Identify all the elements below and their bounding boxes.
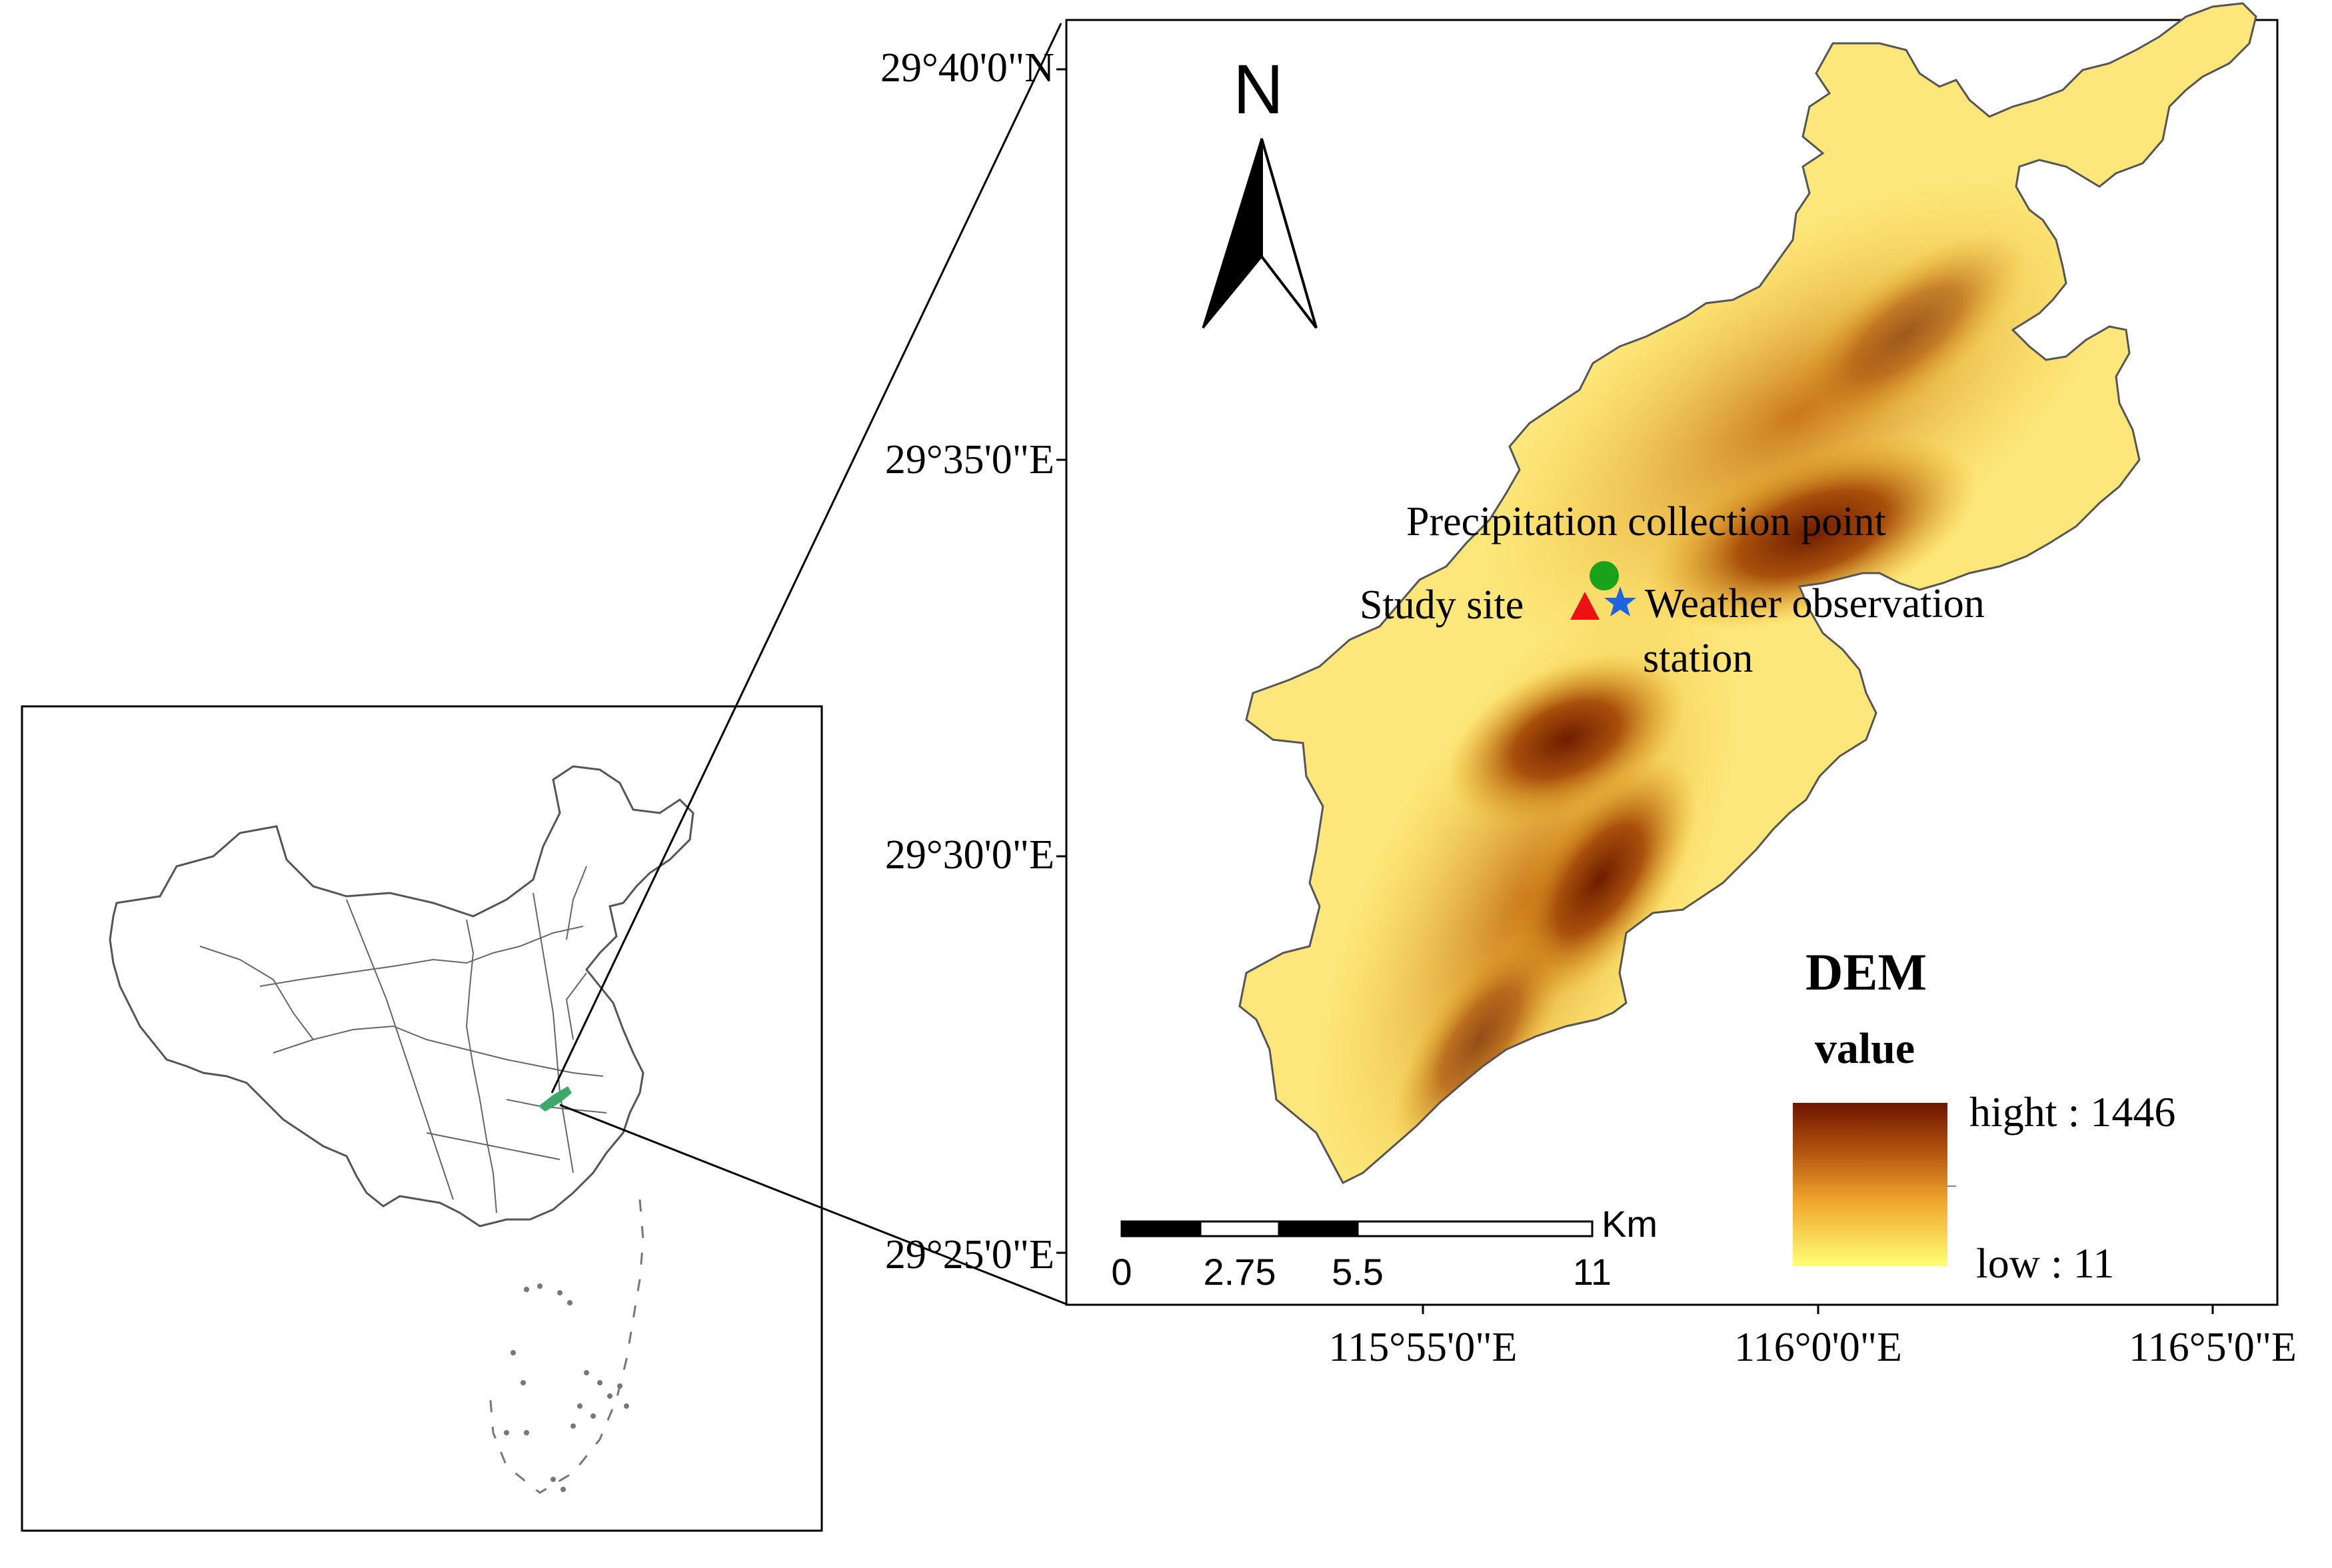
lat-label-3: 29°30'0"E (885, 832, 1054, 878)
precipitation-point-marker (1590, 561, 1619, 590)
point-labels: Precipitation collection point Study sit… (1360, 499, 1985, 681)
connector-lines (551, 23, 1067, 1305)
inset-study-area-marker (539, 1086, 572, 1112)
lon-label-2: 116°0'0"E (1734, 1325, 1902, 1370)
legend-title: DEM (1805, 943, 1927, 1001)
north-arrow: N (1202, 51, 1318, 329)
weather-station-label-1: Weather observation (1645, 581, 1985, 626)
weather-station-label-2: station (1643, 636, 1753, 681)
inset-country-outline (109, 765, 694, 1227)
study-site-label: Study site (1360, 582, 1524, 628)
point-markers (1570, 561, 1636, 620)
scale-bar: 0 2.75 5.5 11 Km (1111, 1203, 1658, 1293)
inset-south-sea-islands (504, 1283, 629, 1492)
lat-label-1: 29°40'0"N (880, 45, 1054, 91)
dem-legend: DEM value hight : 1446 low : 11 (1793, 943, 2175, 1287)
lat-label-2: 29°35'0"E (885, 437, 1054, 482)
north-arrow-right-half (1260, 138, 1318, 329)
inset-dash-line (489, 1199, 644, 1494)
scale-tick-0: 0 (1111, 1251, 1132, 1293)
inset-province-borders (199, 866, 607, 1213)
lat-label-4: 29°25'0"E (885, 1232, 1054, 1277)
inset-frame (21, 705, 823, 1532)
terrain-peak-ne (1784, 231, 2028, 435)
inset-map (21, 705, 823, 1532)
terrain-peak-sw (1391, 926, 1568, 1154)
legend-subtitle: value (1815, 1024, 1915, 1073)
lon-label-3: 116°5'0"E (2129, 1325, 2297, 1370)
legend-low-label: low : 11 (1976, 1239, 2114, 1287)
study-site-marker (1570, 592, 1600, 620)
scale-tick-1: 2.75 (1204, 1251, 1276, 1293)
precipitation-label: Precipitation collection point (1406, 499, 1886, 544)
weather-station-marker (1604, 586, 1636, 616)
latitude-axis: 29°40'0"N 29°35'0"E 29°30'0"E 29°25'0"E (880, 45, 1066, 1277)
lon-label-1: 115°55'0"E (1329, 1325, 1518, 1370)
scale-tick-3: 11 (1573, 1251, 1612, 1293)
scale-tick-2: 5.5 (1332, 1251, 1384, 1293)
legend-high-label: hight : 1446 (1969, 1088, 2175, 1136)
scale-unit: Km (1602, 1203, 1658, 1245)
legend-color-ramp (1793, 1103, 1947, 1266)
longitude-axis: 115°55'0"E 116°0'0"E 116°5'0"E (1329, 1305, 2297, 1370)
north-arrow-label: N (1233, 51, 1284, 129)
